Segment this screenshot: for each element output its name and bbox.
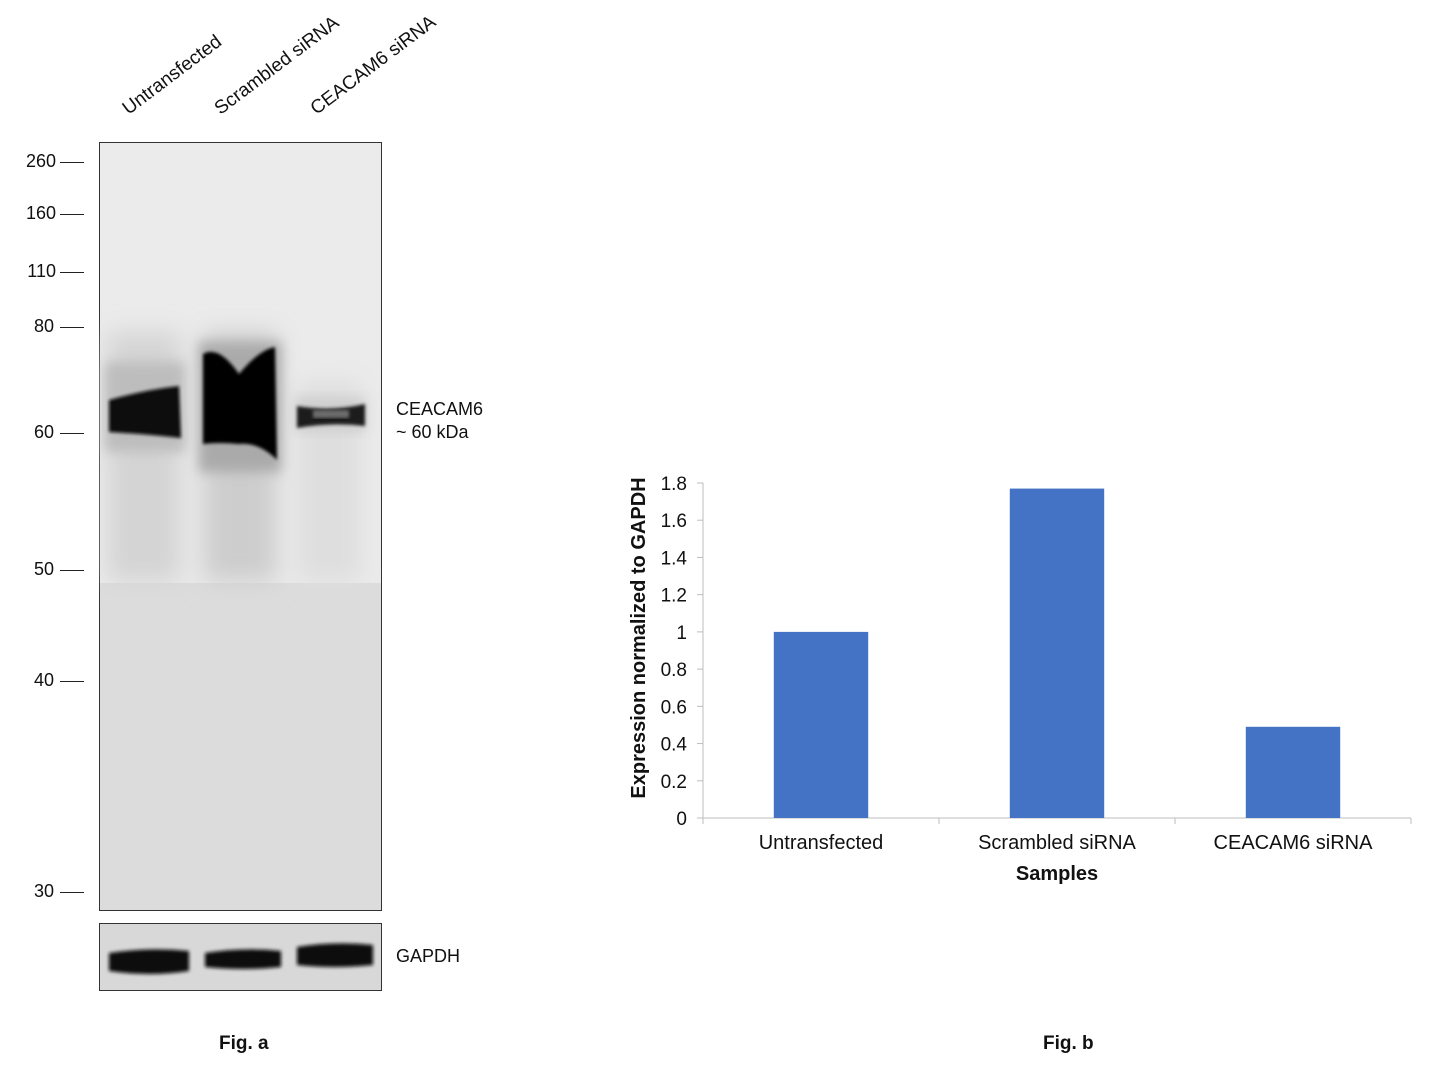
mw-tick [60, 570, 84, 571]
y-axis: 0 0.2 0.4 0.6 0.8 1 1.2 1.4 1.6 1.8 [661, 474, 704, 830]
y-tick-label: 0.4 [661, 735, 688, 756]
mw-marker-40: 40 [33, 670, 54, 690]
y-tick-label: 0.6 [661, 697, 687, 718]
y-axis-title: Expression normalized to GAPDH [628, 477, 650, 798]
bar-series [773, 488, 1341, 818]
loading-control-label: GAPDH [396, 946, 461, 966]
y-tick-label: 0.2 [661, 772, 687, 793]
y-tick-label: 1.4 [661, 548, 688, 569]
mw-tick [60, 272, 84, 273]
bar-chart: 0 0.2 0.4 0.6 0.8 1 1.2 1.4 1.6 1.8 Untransfected… [628, 474, 1412, 885]
mw-tick [60, 681, 84, 682]
target-protein-name: CEACAM6 [396, 399, 484, 419]
mw-marker-80: 80 [33, 316, 54, 336]
lane-label-untransfected: Untransfected [118, 31, 226, 120]
figure-b-caption: Fig. b [1043, 1033, 1094, 1054]
blot-image-gapdh [99, 923, 382, 991]
y-tick-label: 1 [676, 623, 687, 644]
bar-scrambled-sirna [1009, 488, 1105, 818]
y-tick-label: 1.6 [661, 511, 687, 532]
x-tick-label: Untransfected [759, 832, 884, 854]
mw-tick [60, 327, 84, 328]
y-tick-label: 1.8 [661, 474, 687, 495]
mw-marker-110: 110 [27, 261, 56, 281]
mw-marker-260: 260 [25, 151, 56, 171]
blot-image-ceacam6 [99, 142, 382, 911]
target-protein-size: ~ 60 kDa [396, 422, 469, 442]
mw-tick [60, 214, 84, 215]
bar-untransfected [773, 631, 869, 818]
mw-marker-30: 30 [33, 881, 54, 901]
y-tick-label: 0 [676, 809, 687, 830]
mw-tick [60, 433, 84, 434]
mw-marker-160: 160 [25, 203, 56, 223]
x-axis: Untransfected Scrambled siRNA CEACAM6 siRN… [702, 817, 1412, 854]
mw-tick [60, 892, 84, 893]
x-axis-title: Samples [1016, 863, 1098, 885]
bar-ceacam6-sirna [1245, 726, 1341, 818]
x-tick-label: CEACAM6 siRNA [1214, 832, 1374, 854]
y-tick-label: 1.2 [661, 586, 687, 607]
figure-a-caption: Fig. a [219, 1033, 269, 1054]
x-tick-label: Scrambled siRNA [978, 832, 1136, 854]
y-tick-label: 0.8 [661, 660, 687, 681]
mw-marker-50: 50 [33, 559, 54, 579]
target-protein-label: CEACAM6 ~ 60 kDa [396, 398, 483, 444]
mw-tick [60, 162, 84, 163]
mw-marker-60: 60 [33, 422, 54, 442]
